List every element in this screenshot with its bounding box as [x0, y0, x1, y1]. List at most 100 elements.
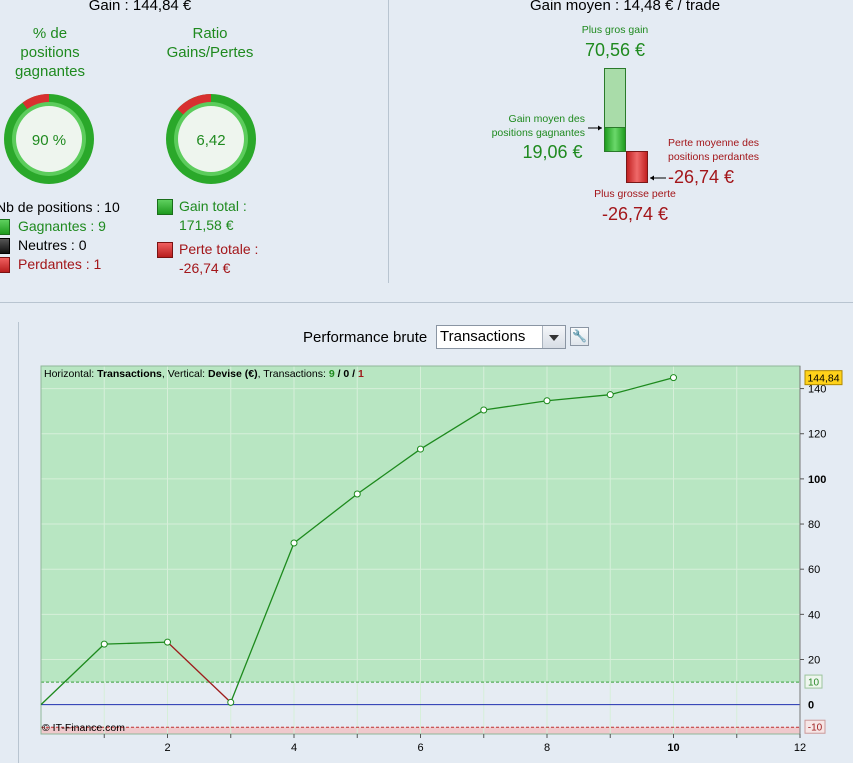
- y-tick-label-40: 40: [808, 609, 820, 621]
- x-tick-label-8: 8: [544, 742, 550, 754]
- perte-totale-swatch: [157, 242, 173, 258]
- series-point-7: [480, 406, 488, 414]
- info-sep-2: /: [349, 368, 358, 380]
- series-segment-1: [40, 643, 105, 706]
- x-tick-label-4: 4: [291, 742, 297, 754]
- perte-moyenne-label-line2: positions perdantes: [668, 151, 760, 163]
- series-segment-7: [420, 409, 485, 450]
- plus-grosse-perte-label: Plus grosse perte: [594, 188, 676, 200]
- series-segment-4: [230, 542, 295, 703]
- ring-positions: 90 %: [4, 94, 94, 184]
- x-tick-label-6: 6: [417, 742, 423, 754]
- wrench-icon[interactable]: 🔧: [570, 327, 589, 346]
- y-tick-label-100: 100: [808, 474, 826, 486]
- info-t-loss: 1: [358, 368, 364, 380]
- ring-ratio-title: Ratio Gains/Pertes: [150, 24, 270, 62]
- gain-moyen-value: 19,06 €: [522, 142, 583, 162]
- gagnantes-swatch: [0, 219, 10, 235]
- gain-header: Gain : 144,84 €: [70, 0, 210, 14]
- y-tick-label-60: 60: [808, 564, 820, 576]
- series-segment-5: [293, 493, 358, 544]
- info-v-value: Devise (€): [208, 368, 258, 380]
- chart-info: Horizontal: Transactions, Vertical: Devi…: [44, 368, 364, 380]
- info-h-label: Horizontal:: [44, 368, 97, 380]
- series-segment-8: [483, 400, 548, 411]
- y-tick-label-80: 80: [808, 519, 820, 531]
- ring-positions-title-line3: gagnantes: [14, 63, 86, 80]
- y-tick-label-140: 140: [808, 384, 826, 396]
- ring-positions-title: % de positions gagnantes: [0, 24, 100, 81]
- series-segment-3: [167, 641, 232, 703]
- series-point-9: [606, 391, 614, 399]
- info-h-value: Transactions: [97, 368, 162, 380]
- info-t-win: 9: [329, 368, 335, 380]
- gain-total-swatch: [157, 199, 173, 215]
- series-point-3: [227, 698, 235, 706]
- perte-totale-label: Perte totale :: [179, 241, 259, 257]
- perte-moyenne-arrowhead: [650, 175, 654, 181]
- gain-moyen-bar: [604, 127, 626, 152]
- ring-positions-center: [16, 106, 82, 172]
- performance-select-value: Transactions: [440, 328, 526, 345]
- series-point-8: [543, 397, 551, 405]
- x-tick-label-10: 10: [667, 742, 679, 754]
- band-upper-badge: [804, 674, 823, 689]
- ring-ratio-center: [178, 106, 244, 172]
- gain-moyen-arrowhead: [598, 125, 602, 131]
- gain-perte-bars: [588, 68, 666, 183]
- chevron-down-icon[interactable]: [542, 326, 565, 348]
- positions-gagnantes: Gagnantes : 9: [18, 218, 106, 234]
- last-value-badge: [804, 370, 843, 386]
- plus-grosse-perte-value: -26,74 €: [601, 204, 669, 224]
- positions-perdantes: Perdantes : 1: [18, 256, 102, 272]
- info-t-neutral: 0: [343, 368, 349, 380]
- series-segment-10: [610, 377, 674, 396]
- y-tick-label-20: 20: [808, 654, 820, 666]
- ring-ratio-value: 6,42: [196, 132, 225, 149]
- left-border: [18, 322, 19, 763]
- gain-moyen-header: Gain moyen : 14,48 € / trade: [529, 0, 721, 14]
- perte-moyenne-value: -26,74 €: [668, 167, 735, 187]
- plus-gros-gain-value: 70,56 €: [584, 40, 646, 60]
- series-point-2: [164, 638, 171, 646]
- ring-ratio-title-line1: Ratio: [192, 25, 228, 42]
- ring-ratio: 6,42: [166, 94, 256, 184]
- ring-ratio-title-line2: Gains/Pertes: [166, 44, 254, 61]
- series-segment-2: [104, 641, 168, 645]
- band-lower-badge: [804, 719, 826, 734]
- gain-total-label: Gain total :: [179, 198, 247, 214]
- x-tick-label-2: 2: [164, 742, 170, 754]
- y-axis: 20 40 60 80 100 120 140 0 10 -10 144,84: [799, 366, 843, 734]
- y-tick-label-120: 120: [808, 429, 826, 441]
- ring-positions-title-line2: positions: [20, 44, 80, 61]
- y-tick-label-0: 0: [808, 700, 814, 712]
- ring-positions-title-line1: % de: [32, 25, 68, 42]
- series-point-1: [100, 640, 108, 648]
- section-divider: [0, 302, 853, 303]
- band-lower-label: -10: [808, 723, 823, 734]
- last-value-label: 144,84: [807, 373, 839, 385]
- gain-moyen-label-line2: positions gagnantes: [491, 127, 585, 139]
- grid: [41, 366, 801, 734]
- panel-divider: [388, 0, 389, 283]
- performance-select[interactable]: Transactions: [436, 325, 566, 349]
- series-point-5: [353, 490, 361, 498]
- performance-label: Performance brute: [303, 329, 428, 346]
- series-segment-6: [356, 448, 421, 495]
- positions-count: Nb de positions : 10: [0, 199, 120, 215]
- positions-neutres: Neutres : 0: [18, 237, 87, 253]
- watermark: © IT-Finance.com: [42, 722, 125, 734]
- perdantes-swatch: [0, 257, 10, 273]
- gain-moyen-label-line1: Gain moyen des: [508, 113, 585, 125]
- series-point-4: [290, 539, 298, 547]
- info-t-label: , Transactions:: [258, 368, 329, 380]
- x-axis: 2 4 6 8 10 12: [103, 734, 806, 754]
- gain-moyen-label: Gain moyen des positions gagnantes: [470, 112, 585, 140]
- series-point-6: [417, 445, 424, 453]
- ring-positions-value: 90 %: [32, 132, 66, 149]
- band-upper-label: 10: [808, 678, 820, 689]
- gain-header-text: Gain : 144,84 €: [88, 0, 192, 14]
- plus-gros-gain-label: Plus gros gain: [581, 24, 649, 36]
- perte-moyenne-bar: [626, 151, 648, 183]
